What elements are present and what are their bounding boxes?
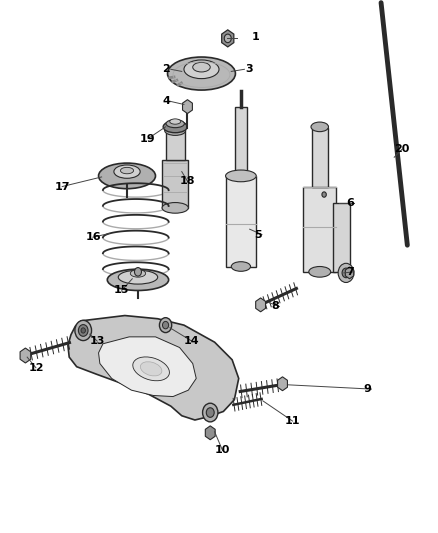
Ellipse shape <box>159 318 172 333</box>
Ellipse shape <box>184 60 219 79</box>
Ellipse shape <box>118 270 158 284</box>
Ellipse shape <box>342 268 350 278</box>
Polygon shape <box>303 187 336 272</box>
Polygon shape <box>312 128 328 187</box>
Ellipse shape <box>224 34 231 43</box>
Polygon shape <box>226 176 256 266</box>
Text: 9: 9 <box>364 384 371 394</box>
Ellipse shape <box>311 122 328 132</box>
Text: 2: 2 <box>162 64 170 74</box>
Ellipse shape <box>134 268 141 276</box>
Ellipse shape <box>163 121 187 133</box>
Text: 17: 17 <box>55 182 70 191</box>
Ellipse shape <box>162 321 169 329</box>
Ellipse shape <box>107 269 169 290</box>
Polygon shape <box>99 337 196 397</box>
Polygon shape <box>183 100 192 114</box>
Text: 1: 1 <box>252 33 260 42</box>
Ellipse shape <box>309 266 331 277</box>
Text: 11: 11 <box>285 416 300 426</box>
Ellipse shape <box>75 320 92 341</box>
Ellipse shape <box>170 119 180 124</box>
Ellipse shape <box>206 408 214 417</box>
Ellipse shape <box>140 362 162 376</box>
Text: 5: 5 <box>254 230 261 239</box>
Ellipse shape <box>193 62 210 72</box>
Polygon shape <box>278 377 287 391</box>
Text: 3: 3 <box>245 64 253 74</box>
Text: 18: 18 <box>180 176 195 186</box>
Text: 19: 19 <box>140 134 156 143</box>
Polygon shape <box>333 203 350 272</box>
Text: 20: 20 <box>394 144 410 154</box>
Text: 14: 14 <box>184 336 200 346</box>
Polygon shape <box>222 30 234 47</box>
Ellipse shape <box>162 203 188 213</box>
Text: 15: 15 <box>114 286 129 295</box>
Ellipse shape <box>226 170 256 182</box>
Ellipse shape <box>114 165 140 178</box>
Polygon shape <box>345 267 354 279</box>
Text: 16: 16 <box>85 232 101 242</box>
Ellipse shape <box>133 357 170 381</box>
Ellipse shape <box>322 192 326 197</box>
Polygon shape <box>68 316 239 420</box>
Polygon shape <box>20 348 31 363</box>
Polygon shape <box>166 131 185 160</box>
Text: 13: 13 <box>90 336 105 346</box>
Text: 10: 10 <box>215 446 230 455</box>
Ellipse shape <box>131 270 145 277</box>
Polygon shape <box>162 160 188 208</box>
Ellipse shape <box>120 167 134 174</box>
Polygon shape <box>205 426 215 440</box>
Ellipse shape <box>99 163 155 189</box>
Ellipse shape <box>338 263 354 282</box>
Text: 4: 4 <box>162 96 170 106</box>
Ellipse shape <box>166 120 184 128</box>
Ellipse shape <box>165 126 186 135</box>
Text: 6: 6 <box>346 198 354 207</box>
Ellipse shape <box>78 325 88 336</box>
Text: 8: 8 <box>272 302 279 311</box>
Ellipse shape <box>81 328 85 333</box>
Polygon shape <box>256 298 265 312</box>
Ellipse shape <box>202 403 218 422</box>
Ellipse shape <box>168 57 236 90</box>
Ellipse shape <box>231 262 251 271</box>
Text: 7: 7 <box>346 267 354 277</box>
Text: 12: 12 <box>28 363 44 373</box>
Polygon shape <box>235 107 247 176</box>
